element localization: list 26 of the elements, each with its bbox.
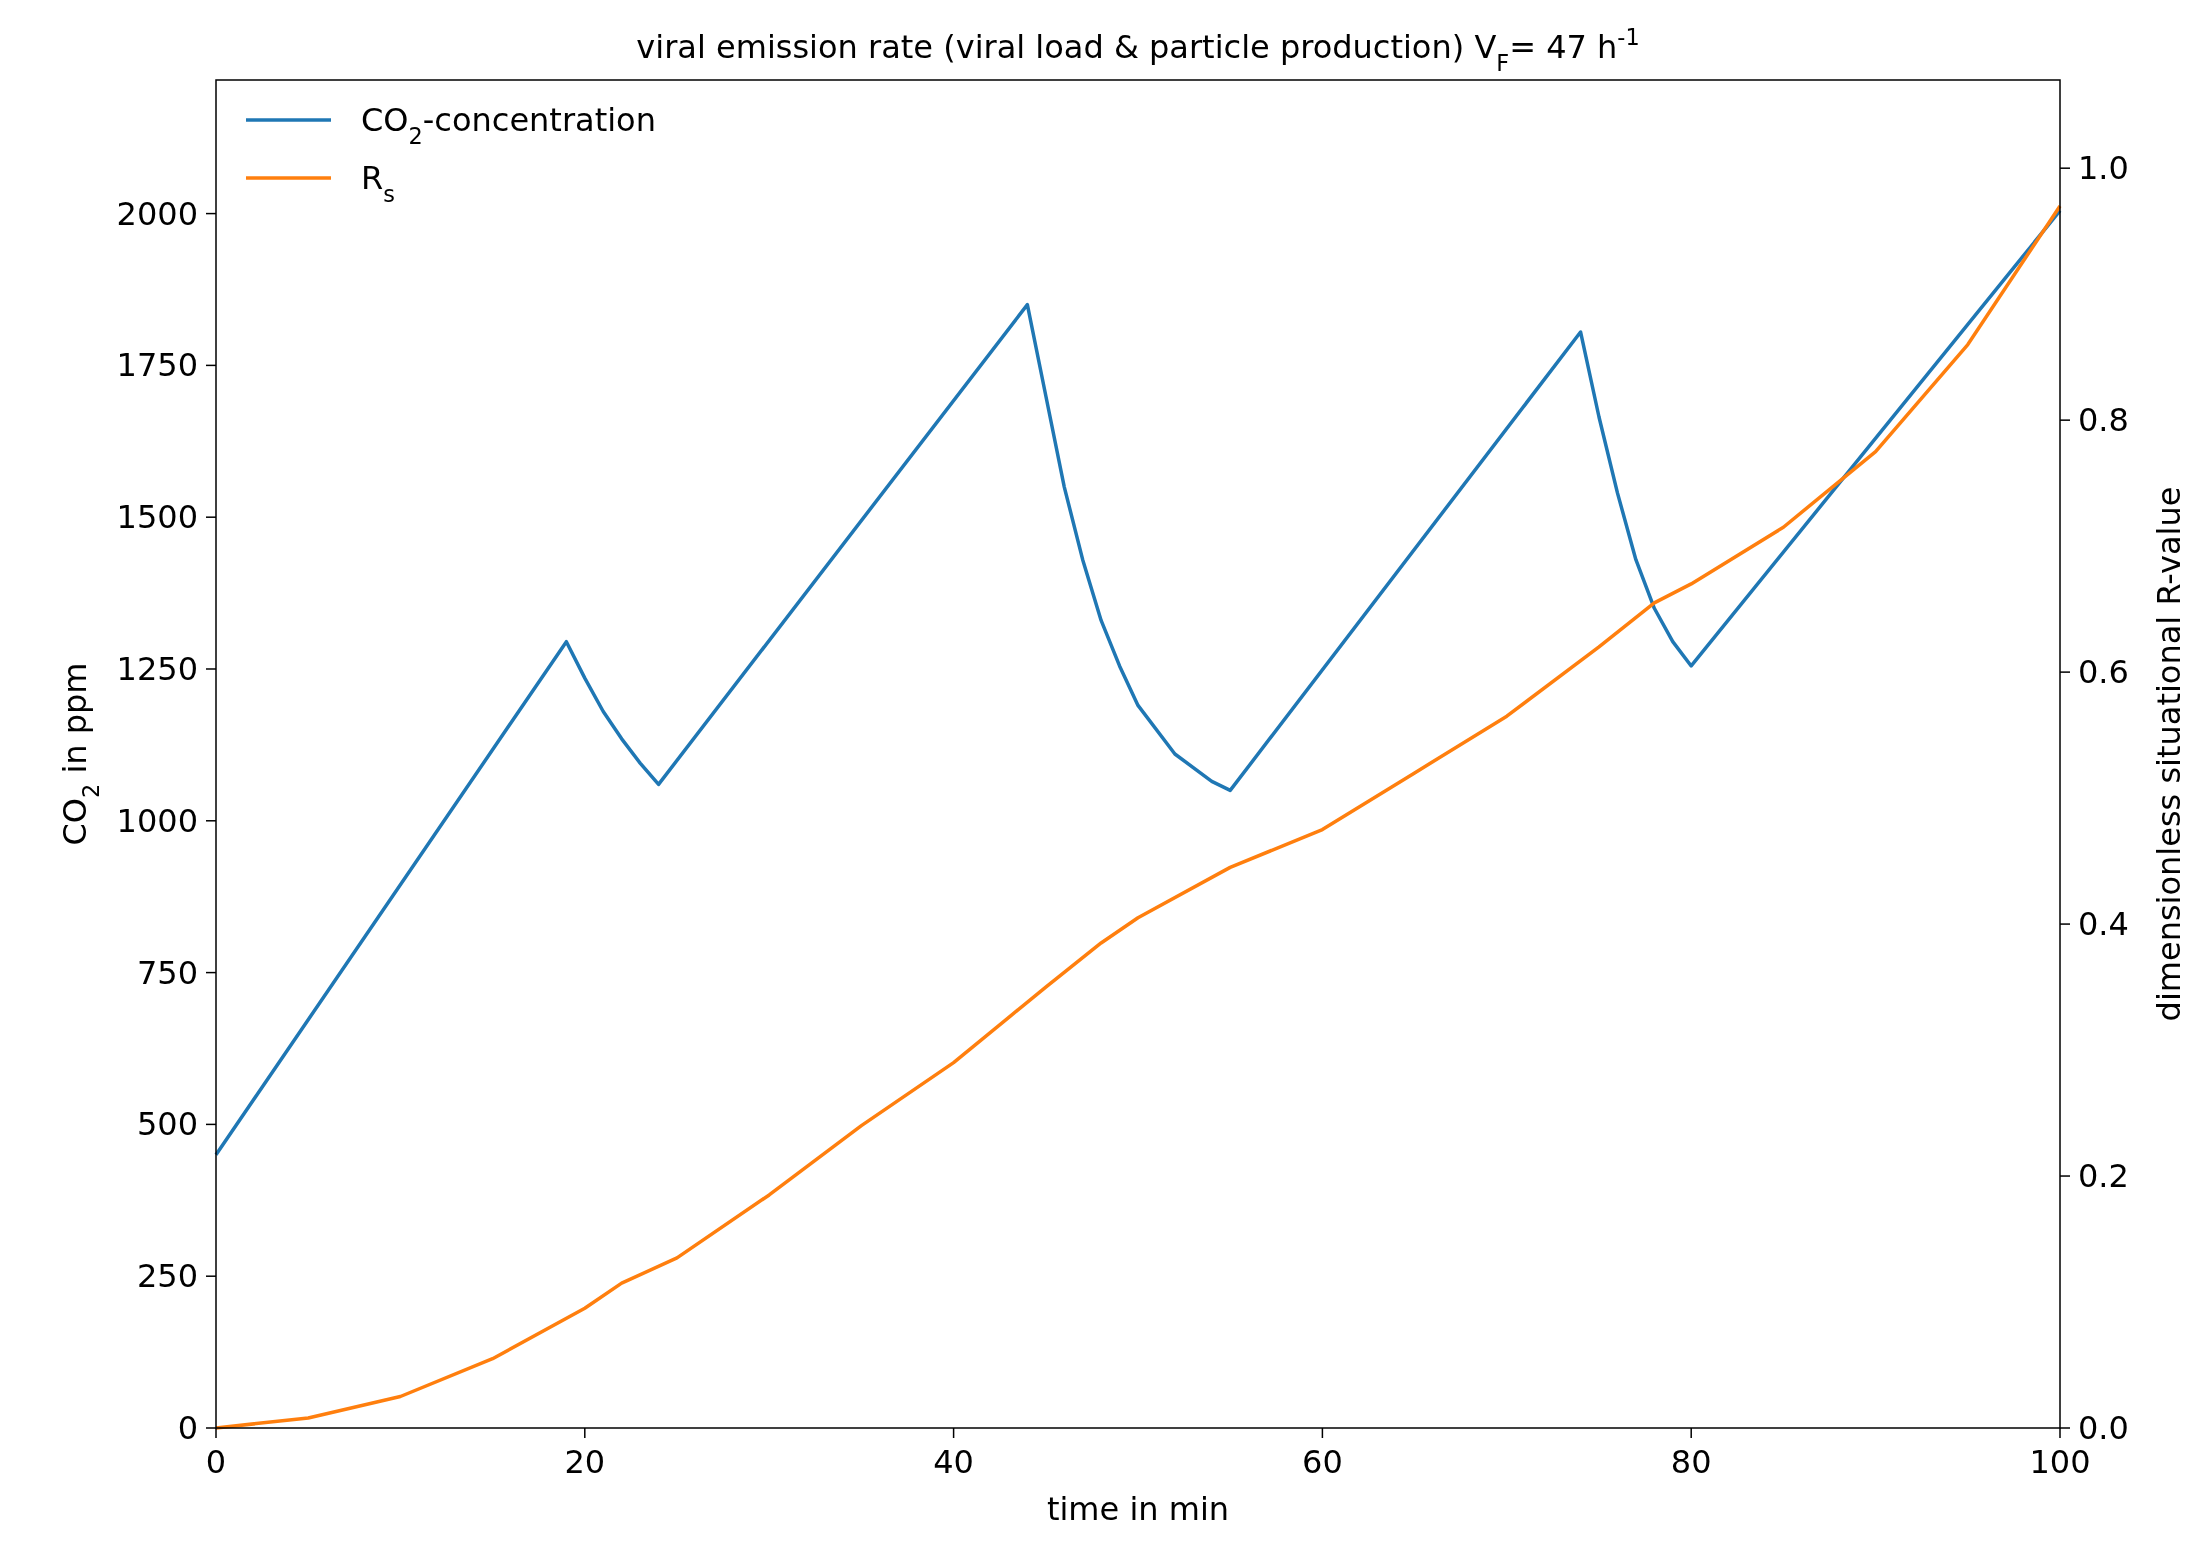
y-tick-label: 1000 [116, 801, 198, 840]
x-axis-title: time in min [1046, 1490, 1230, 1528]
chart-title: viral emission rate (viral load & particle production) V$_{F}$= 47 h$^{-1}$ [636, 24, 1640, 76]
x-tick-label: 0 [205, 1443, 227, 1481]
y-tick-label: 1750 [116, 346, 198, 385]
legend-label: CO$_{2}$-concentration [361, 101, 656, 149]
y2-tick-label: 0.6 [2078, 653, 2129, 692]
y2-tick-label: 0.2 [2078, 1157, 2129, 1196]
y-tick-label: 1500 [116, 498, 198, 537]
x-tick-label: 80 [1670, 1443, 1712, 1481]
y-tick-label: 2000 [116, 194, 198, 233]
x-tick-label: 20 [564, 1443, 606, 1481]
y2-tick-label: 0.8 [2078, 401, 2129, 440]
y-tick-label: 0 [177, 1409, 198, 1447]
line-series [214, 208, 2062, 1157]
y-tick-label: 250 [136, 1257, 198, 1296]
y-tick-label: 500 [136, 1105, 198, 1144]
x-tick-label: 60 [1302, 1443, 1343, 1481]
line-series [214, 204, 2062, 1430]
y2-tick-label: 0.4 [2078, 905, 2129, 944]
y-tick-label: 1250 [116, 649, 198, 688]
y2-tick-label: 1.0 [2078, 149, 2129, 188]
legend-label: R$_{s}$ [361, 159, 395, 207]
x-tick-label: 40 [933, 1443, 974, 1481]
y-tick-label: 750 [136, 953, 198, 992]
y2-axis-title: dimensionless situational R-value [2150, 486, 2188, 1022]
